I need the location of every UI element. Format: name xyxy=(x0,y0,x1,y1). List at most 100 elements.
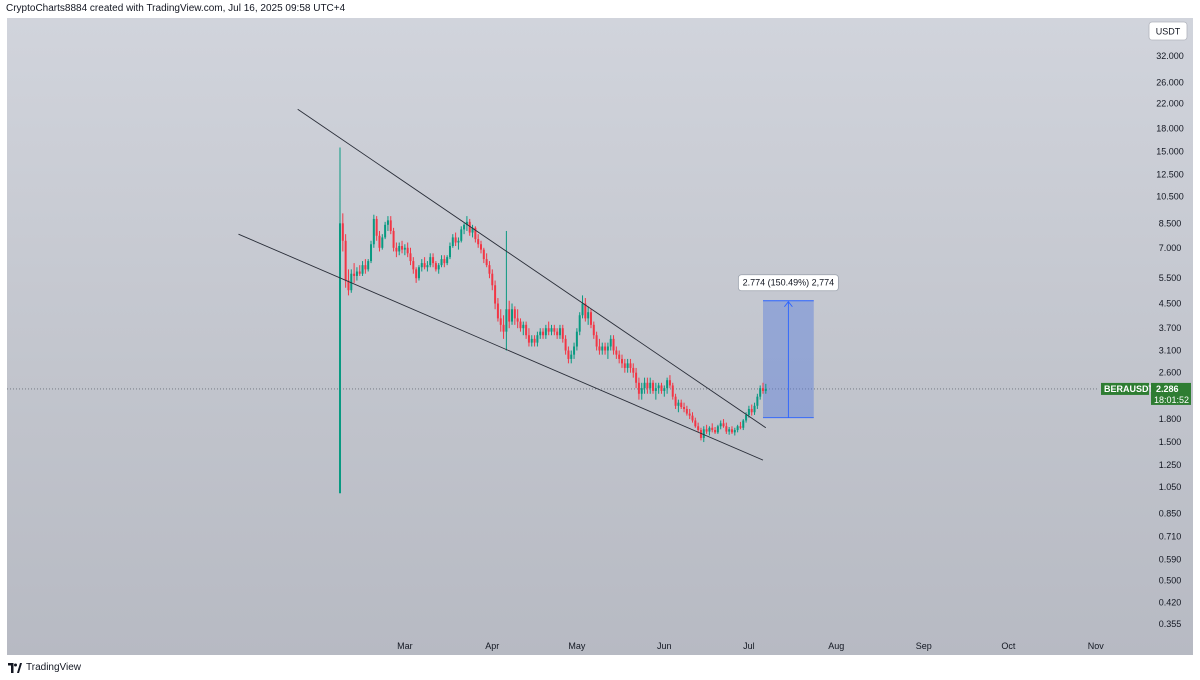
candle-body xyxy=(618,354,621,359)
candle-body xyxy=(685,408,688,414)
candle-body xyxy=(375,218,378,236)
candle-body xyxy=(480,244,482,250)
price-axis-label: 32.000 xyxy=(1156,51,1184,61)
candle-body xyxy=(409,253,412,262)
candle-body xyxy=(550,328,553,332)
candle-body xyxy=(530,338,533,343)
candle-body xyxy=(384,224,387,238)
candle-body xyxy=(432,257,435,264)
price-axis-label: 22.000 xyxy=(1156,98,1184,108)
candle-body xyxy=(567,350,570,359)
price-axis-label: 3.700 xyxy=(1159,323,1182,333)
price-axis-label: 5.500 xyxy=(1159,273,1182,283)
candle-body xyxy=(415,269,418,279)
candle-body xyxy=(339,223,341,494)
chart-area[interactable]: USDT 32.000 26.000 22.000 18.000 15.000 12.50… xyxy=(7,18,1193,655)
candle-body xyxy=(708,427,711,432)
top-bar: CryptoCharts8884 created with TradingVie… xyxy=(0,0,1200,18)
candle-body xyxy=(556,331,559,336)
candle-body xyxy=(711,427,714,431)
candle-body xyxy=(372,218,375,245)
candle-body xyxy=(451,237,454,247)
candle-body xyxy=(443,259,446,264)
candle-body xyxy=(533,338,536,343)
price-axis-label: 18.000 xyxy=(1156,124,1184,134)
price-axis-label: 15.000 xyxy=(1156,147,1184,157)
candle-body xyxy=(511,309,514,322)
candle-body xyxy=(358,271,361,274)
candle-body xyxy=(654,388,657,391)
price-axis-label: 1.250 xyxy=(1159,460,1182,470)
candle-body xyxy=(542,331,545,336)
price-axis-label: 8.500 xyxy=(1159,218,1182,228)
candle-body xyxy=(558,328,561,336)
candle-body xyxy=(598,346,601,351)
candle-body xyxy=(401,246,404,250)
candle-body xyxy=(519,321,522,329)
candle-body xyxy=(420,263,423,268)
candle-body xyxy=(386,220,389,225)
candle-body xyxy=(728,429,731,432)
price-axis-label: 0.500 xyxy=(1159,576,1182,586)
trendline-lower[interactable] xyxy=(238,233,764,461)
candle-body xyxy=(485,259,488,266)
price-axis-label: 26.000 xyxy=(1156,77,1184,87)
candle-body xyxy=(739,426,742,428)
candle-body xyxy=(730,429,733,433)
candle-body xyxy=(702,429,705,438)
time-axis-label: Apr xyxy=(485,641,499,651)
measure-tool[interactable] xyxy=(763,300,814,419)
candle-body xyxy=(403,247,406,250)
price-axis[interactable]: 32.000 26.000 22.000 18.000 15.000 12.500 10.5… xyxy=(1156,51,1184,629)
candle-body xyxy=(660,385,663,391)
price-axis-label: 1.050 xyxy=(1159,482,1182,492)
tradingview-logo[interactable]: TradingView xyxy=(8,662,81,673)
time-axis-label: Mar xyxy=(397,641,413,651)
candle-body xyxy=(370,244,373,262)
price-axis-label: 0.420 xyxy=(1159,598,1182,608)
price-axis-label: 0.355 xyxy=(1159,619,1182,629)
candle-body xyxy=(457,240,460,243)
candle-body xyxy=(344,240,347,281)
candle-body xyxy=(527,335,530,343)
currency-badge[interactable]: USDT xyxy=(1148,21,1188,41)
candle-body xyxy=(502,324,505,332)
candle-body xyxy=(629,363,632,368)
candle-body xyxy=(477,239,480,245)
candle-body xyxy=(668,380,671,386)
candle-body xyxy=(437,265,440,270)
candle-body xyxy=(406,247,409,254)
candle-body xyxy=(589,312,592,325)
candle-body xyxy=(448,246,451,258)
candle-body xyxy=(468,221,471,233)
price-chart[interactable]: USDT 32.000 26.000 22.000 18.000 15.000 12.50… xyxy=(7,18,1193,655)
candle-body xyxy=(378,235,381,248)
measure-label: 2.774 (150.49%) 2,774 xyxy=(737,274,839,292)
candle-body xyxy=(705,429,708,432)
candle-body xyxy=(355,271,358,276)
trendlines[interactable] xyxy=(238,108,767,461)
candle-body xyxy=(699,430,702,438)
candle-body xyxy=(680,402,683,408)
candle-body xyxy=(671,385,674,397)
candle-body xyxy=(747,408,750,415)
candle-body xyxy=(508,309,511,322)
candle-body xyxy=(750,408,753,413)
time-axis[interactable]: Mar Apr May Jun Jul Aug Sep Oct Nov xyxy=(397,641,1104,651)
candle-body xyxy=(640,388,643,394)
candle-body xyxy=(674,396,677,406)
candle-body xyxy=(677,402,680,406)
candle-body xyxy=(367,261,370,270)
trendline-upper[interactable] xyxy=(297,108,767,429)
candle-body xyxy=(657,385,660,389)
candle-body xyxy=(697,426,700,431)
candle-body xyxy=(643,382,646,389)
time-axis-label: Aug xyxy=(828,641,844,651)
candle-body xyxy=(364,265,367,270)
time-axis-label: Jun xyxy=(657,641,672,651)
candle-body xyxy=(581,303,584,316)
price-axis-label: 4.500 xyxy=(1159,299,1182,309)
chart-credit: CryptoCharts8884 created with TradingVie… xyxy=(6,3,346,14)
candle-body xyxy=(578,315,581,332)
price-axis-label: 0.710 xyxy=(1159,531,1182,541)
